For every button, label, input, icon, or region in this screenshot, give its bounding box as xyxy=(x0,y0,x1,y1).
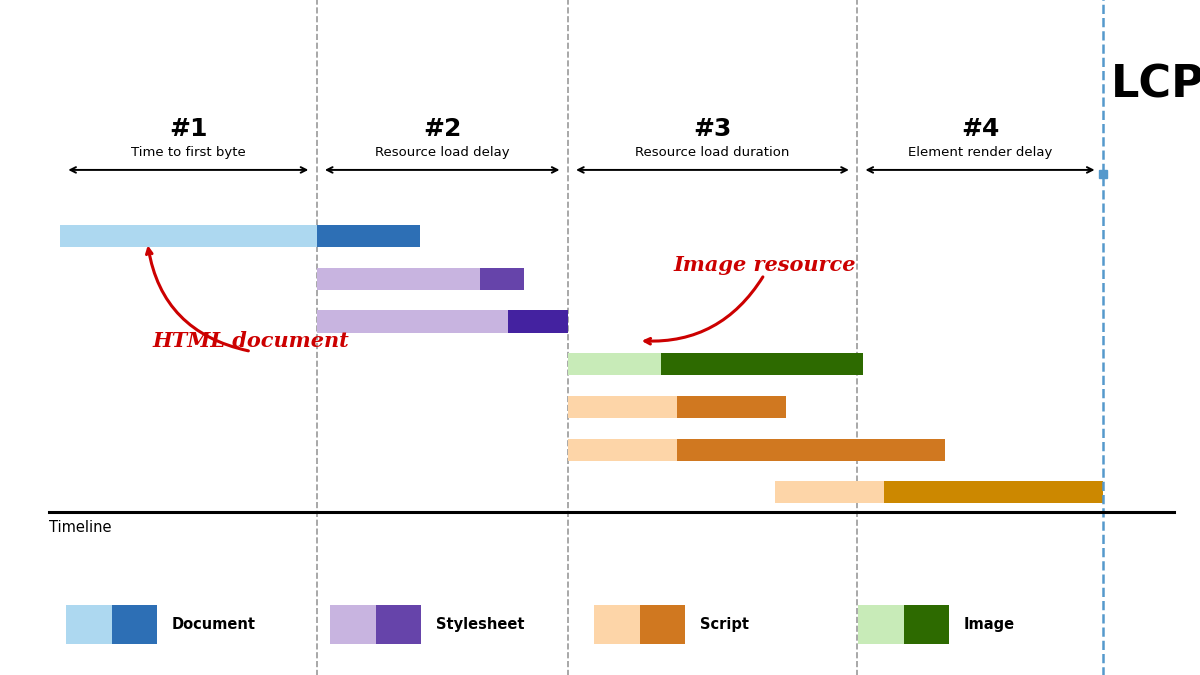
Bar xyxy=(112,605,157,644)
Bar xyxy=(858,605,904,644)
Text: #1: #1 xyxy=(169,117,208,141)
Text: Element render delay: Element render delay xyxy=(908,146,1052,159)
Text: LCP: LCP xyxy=(1110,63,1200,106)
Bar xyxy=(66,605,112,644)
Bar xyxy=(317,268,480,290)
Text: Image: Image xyxy=(964,617,1015,632)
Text: #2: #2 xyxy=(424,117,461,141)
Text: Resource load duration: Resource load duration xyxy=(635,146,790,159)
Bar xyxy=(317,225,420,247)
Text: Document: Document xyxy=(172,617,256,632)
Bar xyxy=(376,605,421,644)
Bar xyxy=(508,310,568,333)
Text: HTML document: HTML document xyxy=(152,331,349,352)
Text: Script: Script xyxy=(700,617,749,632)
Bar xyxy=(661,353,863,375)
Bar xyxy=(568,353,661,375)
Text: Time to first byte: Time to first byte xyxy=(131,146,246,159)
Text: Timeline: Timeline xyxy=(49,520,112,535)
Bar xyxy=(568,439,677,461)
Text: Stylesheet: Stylesheet xyxy=(436,617,524,632)
Text: Image resource: Image resource xyxy=(673,254,856,275)
Bar xyxy=(330,605,376,644)
Bar xyxy=(640,605,685,644)
Text: #4: #4 xyxy=(961,117,1000,141)
Bar xyxy=(677,396,786,418)
Bar xyxy=(60,225,317,247)
Text: Resource load delay: Resource load delay xyxy=(374,146,510,159)
Bar xyxy=(884,481,1103,504)
Text: #3: #3 xyxy=(694,117,732,141)
Bar xyxy=(480,268,524,290)
Bar xyxy=(568,396,677,418)
Bar xyxy=(317,310,508,333)
Bar xyxy=(677,439,944,461)
Bar xyxy=(775,481,884,504)
Bar xyxy=(904,605,949,644)
Bar xyxy=(594,605,640,644)
